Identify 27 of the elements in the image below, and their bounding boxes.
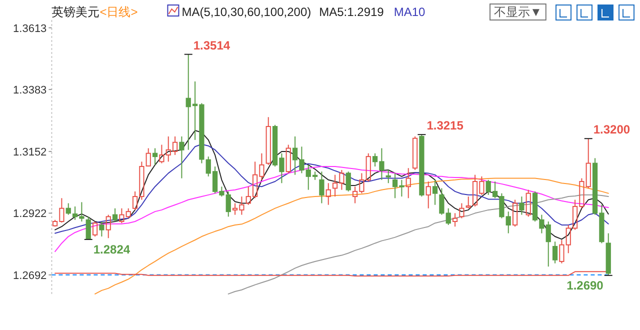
candlestick (426, 181, 431, 209)
candlestick (319, 171, 324, 204)
candlestick (66, 202, 71, 216)
line-series (94, 178, 609, 294)
annotation: 1.2690 (566, 278, 604, 292)
y-tick-label: 1.2922 (13, 208, 47, 220)
candlestick (406, 168, 411, 199)
text: MA5:1.2919 (319, 5, 384, 19)
candlestick (452, 212, 458, 228)
line-series (228, 194, 609, 294)
chart-subtitle: <日线> (100, 5, 138, 19)
annotation: 1.3215 (426, 118, 464, 133)
y-tick-label: 1.3383 (13, 84, 47, 96)
annotation: 1.2824 (93, 242, 130, 256)
annotation: 1.3514 (193, 38, 230, 52)
y-tick-label: 1.3152 (13, 146, 47, 158)
candlestick (326, 182, 331, 206)
candlestick (152, 148, 158, 166)
legend-title: MA(5,10,30,60,100,200) (182, 5, 312, 19)
text: 不显示▼ (494, 5, 542, 19)
chart-title: 英镑美元 (52, 5, 100, 19)
y-tick-label: 1.3613 (13, 22, 47, 35)
candlestick (459, 202, 464, 219)
candlestick (179, 136, 184, 179)
text: MA10 (394, 5, 426, 19)
annotation: 1.3200 (593, 122, 630, 137)
y-tick-label: 1.2692 (13, 270, 47, 282)
